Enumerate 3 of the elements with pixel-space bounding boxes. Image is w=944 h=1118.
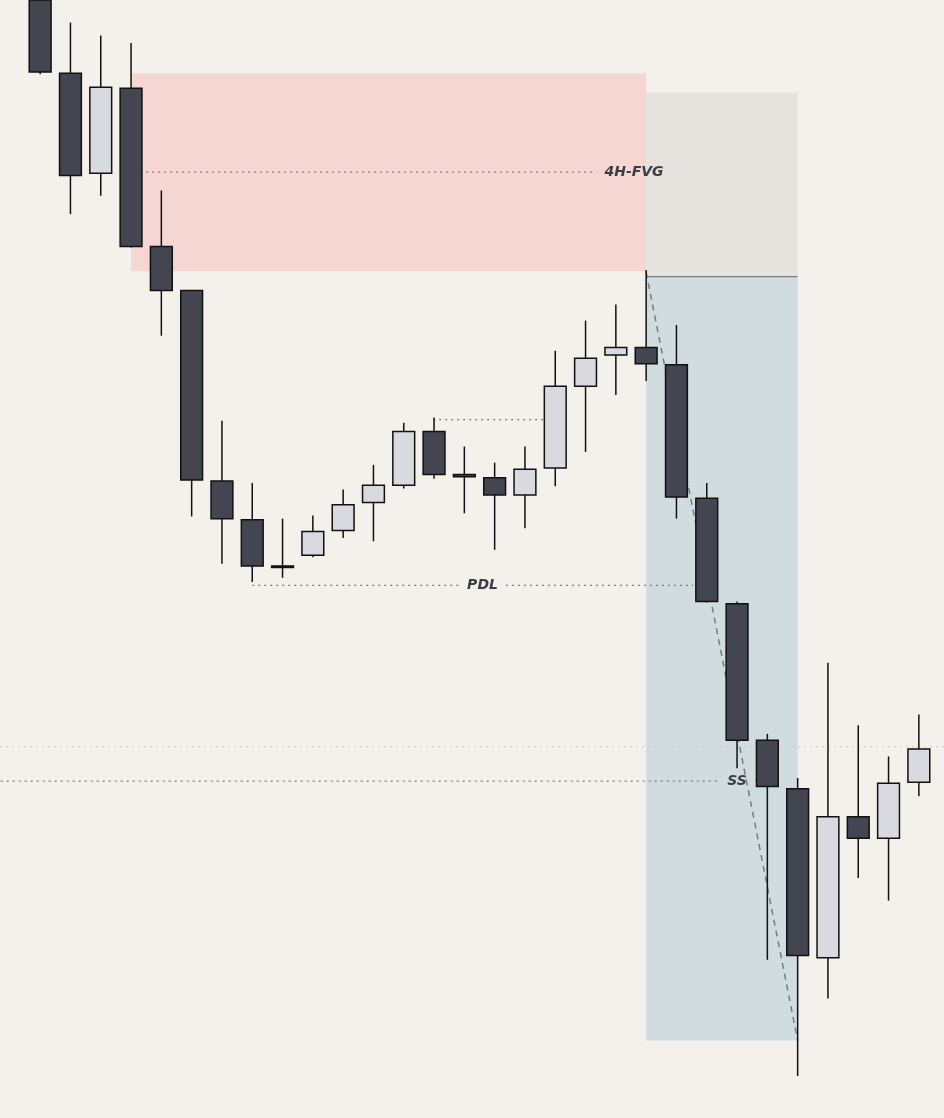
ref-line-label: 4H-FVG: [603, 162, 664, 179]
ref-line-label: SS: [727, 771, 747, 788]
ref-line-label: PDL: [467, 575, 498, 592]
